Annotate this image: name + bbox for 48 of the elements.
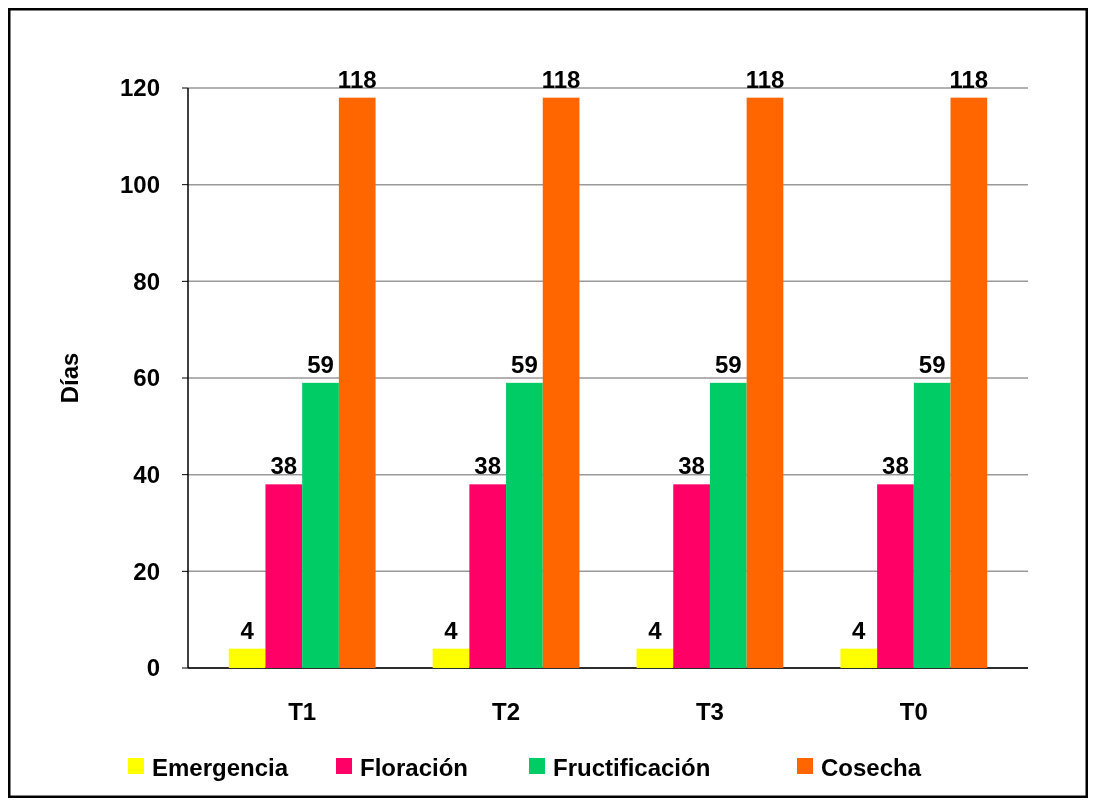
x-tick-label: T3 [695,698,724,725]
legend-label: Fructificación [553,754,711,782]
data-label: 59 [714,350,742,378]
bar [338,97,376,668]
data-label: 118 [949,65,989,93]
y-tick-label: 0 [146,654,160,682]
data-label: 118 [745,65,785,93]
bar [709,382,747,668]
data-label: 118 [541,65,581,93]
y-tick-label: 60 [133,364,160,392]
bar [302,382,339,668]
data-label: 118 [337,65,377,93]
data-label: 59 [511,350,538,378]
bar [432,648,470,668]
y-tick-label: 100 [119,171,160,199]
bar [506,382,543,668]
bar [228,648,266,668]
bar [265,484,303,668]
y-axis-title: Días [56,352,83,404]
bar [746,97,784,668]
y-tick-label: 120 [119,74,160,102]
x-tick-label: T2 [492,698,521,725]
bar [840,648,878,668]
data-label: 59 [918,350,946,378]
x-tick-label: T1 [288,698,317,725]
bar [673,484,710,668]
bar [542,97,580,668]
data-label: 4 [648,616,663,644]
data-label: 38 [474,452,502,480]
y-tick-label: 20 [133,557,160,585]
bar [950,97,988,668]
legend-label: Cosecha [821,754,922,782]
x-tick-label: T0 [899,698,928,725]
y-tick-label: 40 [133,461,160,489]
data-label: 38 [678,452,705,480]
y-tick-label: 80 [133,267,160,295]
data-label: 4 [852,616,867,644]
data-label: 4 [240,616,255,644]
data-label: 59 [307,350,334,378]
data-label: 38 [882,452,909,480]
bar [636,648,674,668]
legend-label: Floración [360,754,469,782]
legend-label: Emergencia [152,754,289,782]
bar [469,484,507,668]
bar [913,382,951,668]
data-label: 4 [444,616,459,644]
data-label: 38 [270,452,298,480]
bar [877,484,914,668]
